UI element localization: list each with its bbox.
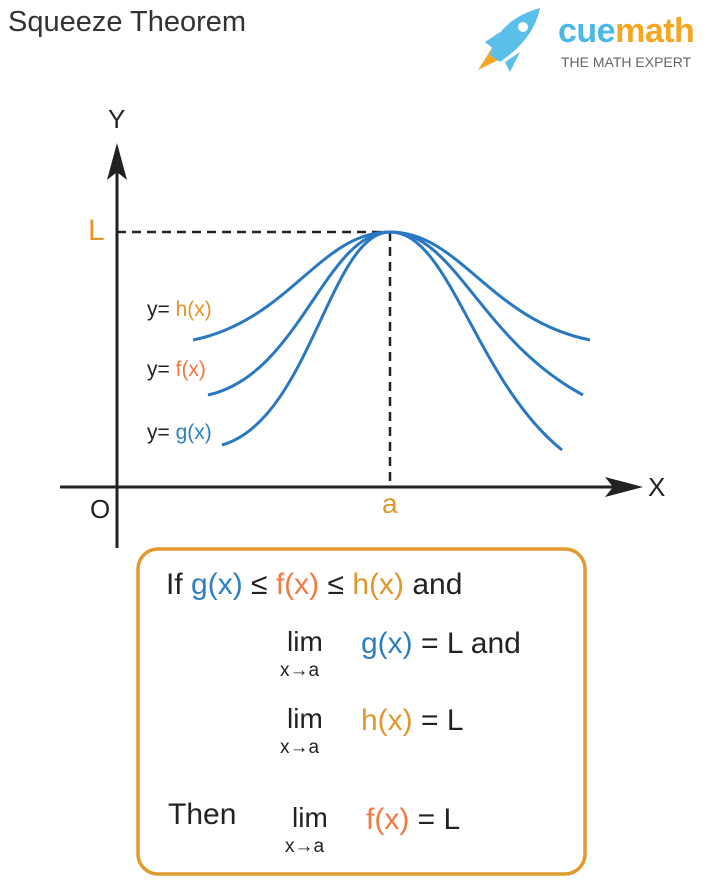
label-g: y= g(x) [147, 421, 212, 445]
label-prefix: y= [147, 298, 170, 321]
lim-f-sub: x→a [285, 836, 325, 857]
lim-f: lim [292, 802, 328, 833]
curve-h [192, 230, 591, 342]
y-axis-label: Y [108, 104, 126, 134]
theorem-line-3: h(x) = L [361, 704, 464, 738]
lim-h-sub: x→a [280, 737, 320, 758]
logo-tagline: THE MATH EXPERT [561, 54, 692, 70]
equals-l: = L [421, 704, 464, 737]
label-h-name: h(x) [175, 298, 212, 321]
then-text: Then [168, 798, 237, 831]
x-axis-arrow-icon [605, 477, 643, 497]
lim-g-sub: x→a [280, 660, 320, 681]
label-prefix: y= [147, 358, 170, 381]
label-f-name: f(x) [175, 358, 206, 381]
g-text: g(x) [191, 568, 243, 601]
and-text: and [412, 568, 463, 601]
label-h: y= h(x) [147, 298, 212, 322]
title: Squeeze Theorem [8, 6, 247, 38]
le-symbol: ≤ [251, 568, 268, 601]
le-symbol: ≤ [327, 568, 344, 601]
logo-math: math [615, 12, 695, 50]
f-text: f(x) [275, 568, 320, 601]
rocket-icon [478, 8, 540, 72]
lim-h: lim [287, 703, 323, 734]
logo-cue: cue [558, 12, 616, 50]
origin-label: O [90, 494, 111, 524]
y-axis-arrow-icon [107, 143, 127, 180]
theorem-line-4: f(x) = L [366, 803, 460, 837]
h-text: h(x) [361, 704, 413, 737]
theorem-box [136, 547, 587, 876]
a-label: a [382, 488, 398, 519]
limit-label: L [88, 214, 105, 247]
if-text: If [166, 568, 183, 601]
h-text: h(x) [352, 568, 404, 601]
equals-l-and: = L and [421, 627, 521, 660]
label-prefix: y= [147, 421, 170, 444]
theorem-line-2: g(x) = L and [361, 627, 521, 661]
g-text: g(x) [361, 627, 413, 660]
lim-g: lim [287, 626, 323, 657]
curve-g [221, 230, 563, 452]
equals-l: = L [417, 803, 461, 836]
x-axis-label: X [648, 472, 666, 502]
theorem-line-1: If g(x) ≤ f(x) ≤ h(x) and [166, 568, 462, 602]
label-f: y= f(x) [147, 358, 206, 382]
f-text: f(x) [366, 803, 410, 836]
label-g-name: g(x) [175, 421, 212, 444]
